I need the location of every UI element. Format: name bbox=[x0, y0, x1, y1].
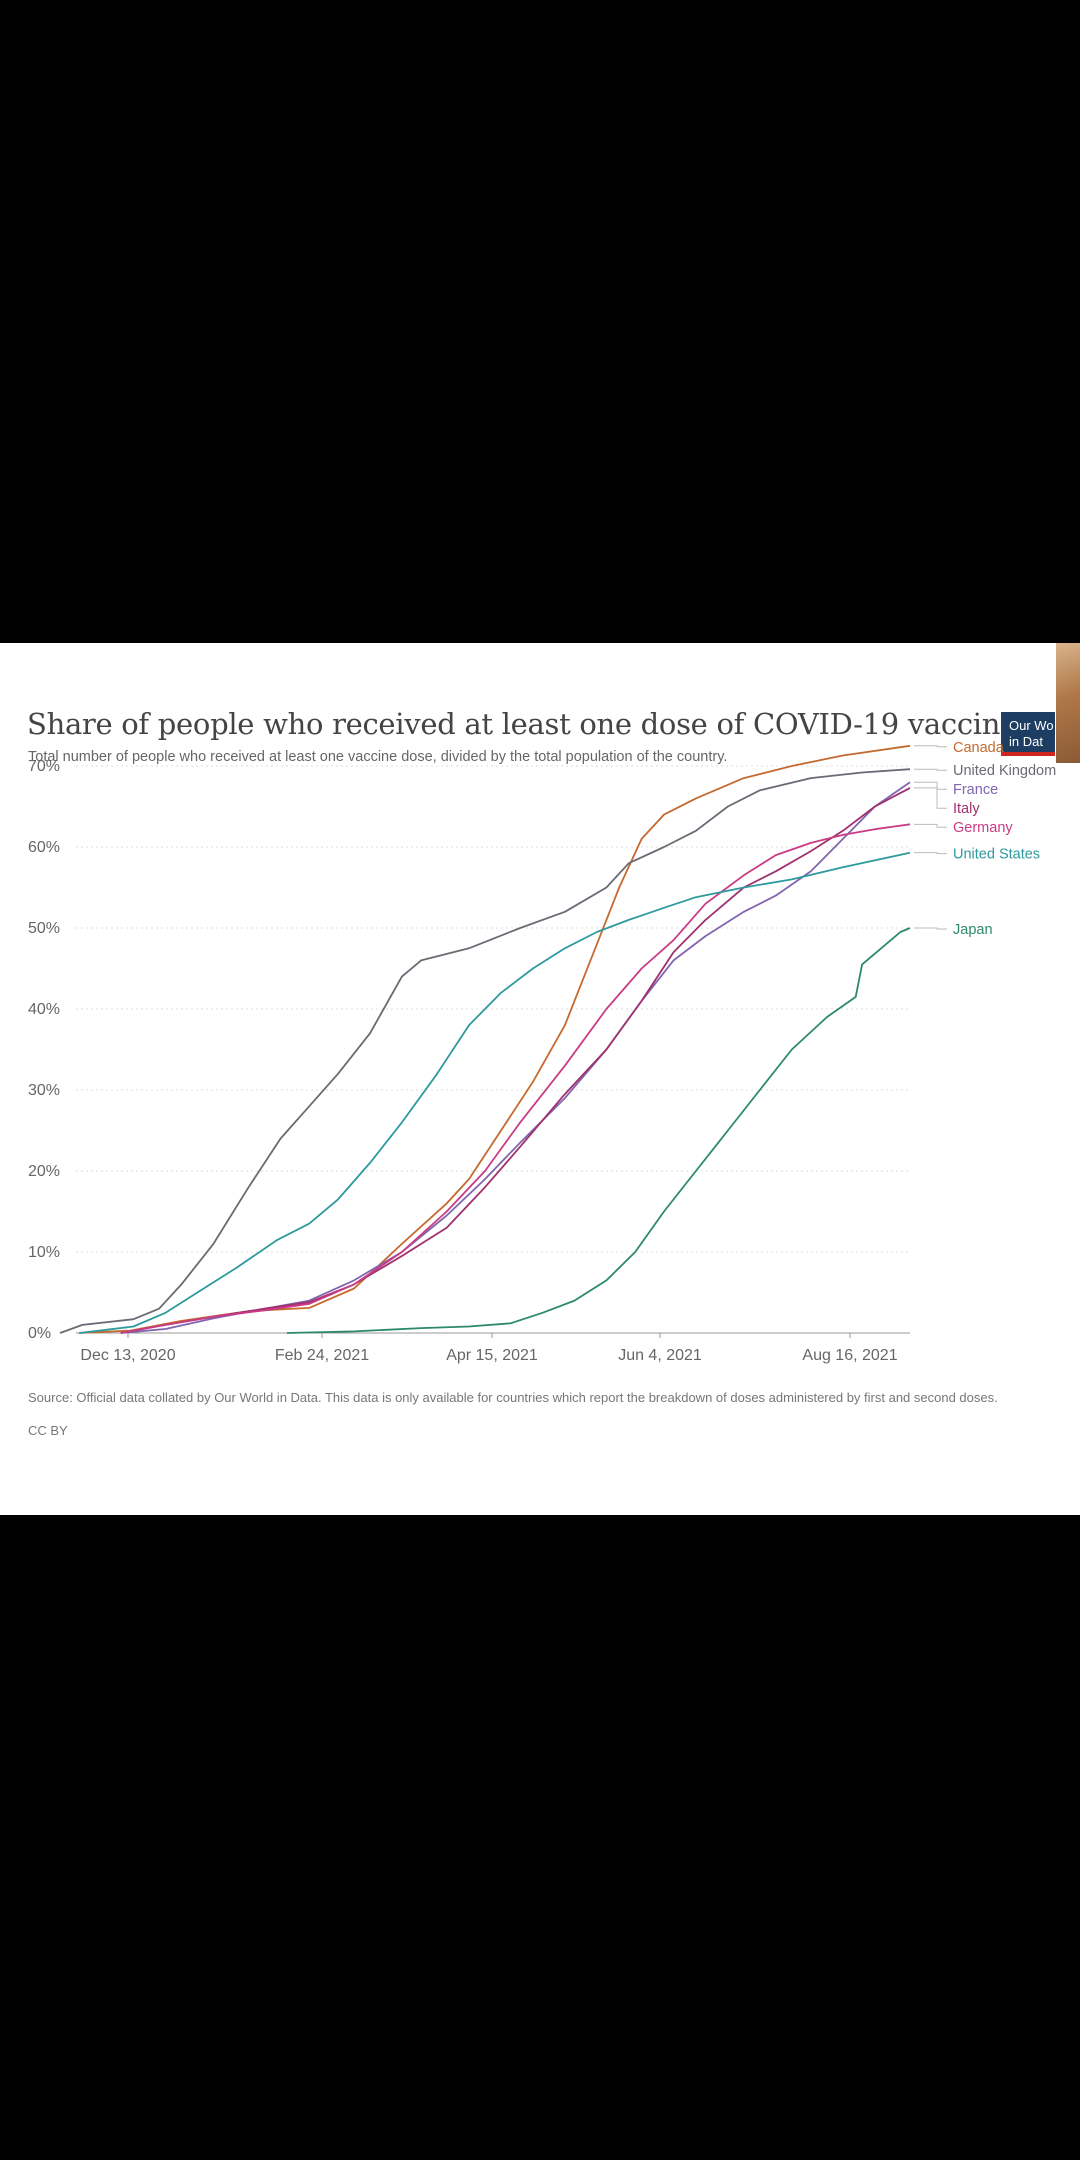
x-tick-label: Feb 24, 2021 bbox=[275, 1347, 369, 1364]
legend-connector bbox=[914, 745, 947, 748]
corner-photo-thumbnail bbox=[1056, 643, 1080, 763]
y-tick-label: 50% bbox=[28, 920, 60, 937]
x-tick-label: Apr 15, 2021 bbox=[446, 1347, 538, 1364]
x-tick-label: Aug 16, 2021 bbox=[802, 1347, 897, 1364]
line-chart: 0% 10% 20% 30% 40% 50% 60% 70% Dec 13, 2020 Feb 2… bbox=[28, 740, 1056, 1364]
legend-connector bbox=[914, 781, 947, 790]
license-text: CC BY bbox=[28, 1423, 68, 1438]
series-line-united-kingdom bbox=[59, 768, 911, 1334]
legend-connector bbox=[914, 927, 947, 930]
chart-subtitle: Total number of people who received at l… bbox=[28, 749, 728, 765]
chart-card: Share of people who received at least on… bbox=[0, 643, 1080, 1515]
legend-connector bbox=[914, 768, 947, 771]
series-line-united-states bbox=[79, 851, 911, 1334]
y-tick-label: 20% bbox=[28, 1163, 60, 1180]
legend-label: Italy bbox=[953, 801, 980, 817]
y-tick-label: 60% bbox=[28, 839, 60, 856]
logo-line-2: in Dat bbox=[1009, 734, 1043, 749]
chart-title: Share of people who received at least on… bbox=[27, 707, 1017, 741]
y-tick-label: 70% bbox=[28, 758, 60, 775]
owid-logo[interactable]: Our Wo in Dat bbox=[1001, 712, 1055, 756]
legend-connector bbox=[914, 852, 947, 855]
legend-label: France bbox=[953, 782, 998, 798]
legend-connector bbox=[914, 787, 947, 809]
legend-label: United Kingdom bbox=[953, 763, 1056, 779]
legend-label: Germany bbox=[953, 820, 1013, 836]
series-line-canada bbox=[79, 744, 911, 1334]
series-line-japan bbox=[286, 927, 911, 1334]
y-tick-label: 40% bbox=[28, 1001, 60, 1018]
legend-label: United States bbox=[953, 847, 1040, 863]
legend-label: Japan bbox=[953, 922, 993, 938]
x-tick-label: Jun 4, 2021 bbox=[618, 1347, 702, 1364]
y-tick-label: 10% bbox=[28, 1244, 60, 1261]
legend-connector bbox=[914, 823, 947, 828]
y-tick-label: 0% bbox=[28, 1325, 51, 1342]
x-tick-label: Dec 13, 2020 bbox=[80, 1347, 175, 1364]
y-tick-label: 30% bbox=[28, 1082, 60, 1099]
series-line-germany bbox=[120, 823, 911, 1334]
series-line-italy bbox=[120, 787, 911, 1334]
series-line-france bbox=[120, 781, 911, 1334]
legend-label: Canada bbox=[953, 740, 1005, 756]
source-note: Source: Official data collated by Our Wo… bbox=[28, 1390, 998, 1405]
logo-line-1: Our Wo bbox=[1009, 718, 1054, 733]
